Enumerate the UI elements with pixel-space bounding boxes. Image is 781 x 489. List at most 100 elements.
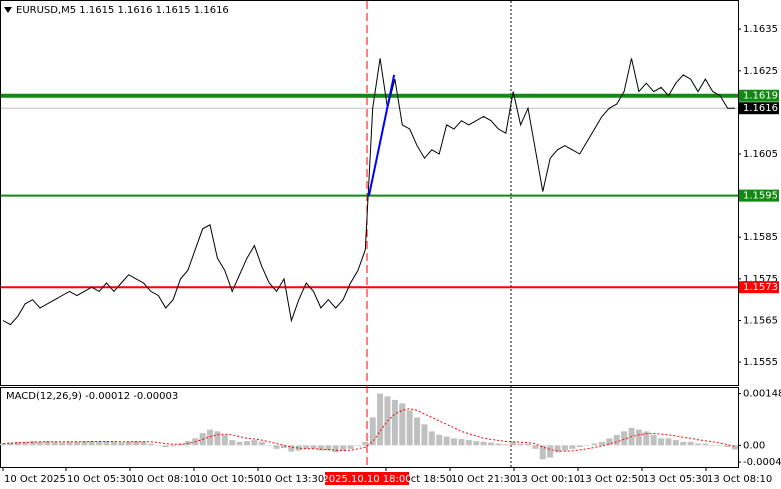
histogram-bar [561, 445, 568, 451]
histogram-bar [621, 431, 628, 446]
histogram-bar [399, 403, 406, 446]
x-tick-label: 13 Oct 02:50 [579, 474, 644, 485]
histogram-bar [428, 431, 435, 446]
histogram-bar [96, 441, 103, 446]
histogram-bar [236, 441, 243, 446]
y-tick-label: 1.1605 [743, 149, 778, 160]
histogram-bar [51, 441, 58, 446]
histogram-bar [369, 417, 376, 446]
histogram-bar [7, 442, 14, 446]
last-price-label: 1.1616 [743, 103, 778, 114]
histogram-bar [717, 445, 724, 446]
histogram-bar [162, 445, 169, 448]
histogram-bar [0, 443, 6, 446]
y-tick-label: 1.1555 [743, 357, 778, 368]
level-label: 1.1595 [743, 191, 778, 202]
histogram-bar [170, 445, 177, 447]
x-tick-label: 13 Oct 05:30 [643, 474, 708, 485]
histogram-bar [732, 445, 738, 450]
histogram-bar [451, 438, 458, 446]
histogram-bar [258, 441, 265, 446]
histogram-bar [295, 445, 302, 451]
histogram-bar [273, 445, 280, 449]
last-price-box [739, 102, 779, 115]
histogram-bar [103, 441, 110, 446]
histogram-bar [665, 438, 672, 446]
histogram-bar [598, 441, 605, 446]
histogram-bar [488, 442, 494, 446]
histogram-bar [554, 445, 561, 453]
menu-arrow [4, 7, 12, 13]
histogram-bar [687, 441, 694, 446]
histogram-bar [414, 417, 421, 446]
x-tick-label: 10 Oct 13:30 [259, 474, 324, 485]
histogram-bar [680, 441, 687, 446]
histogram-bar [362, 441, 369, 446]
histogram-bar [125, 441, 132, 446]
histogram-bar [406, 410, 413, 446]
histogram-bar [377, 393, 384, 446]
histogram-bar [59, 442, 66, 446]
histogram-bar [436, 434, 443, 446]
macd-pane [0, 387, 739, 468]
histogram-bar [695, 443, 702, 446]
histogram-bar [702, 443, 709, 446]
histogram-bar [473, 441, 480, 446]
x-tick-label: 10 Oct 05:30 [67, 474, 132, 485]
histogram-bar [421, 424, 428, 446]
histogram-bar [81, 441, 88, 446]
histogram-bar [591, 443, 598, 446]
histogram-bar [133, 441, 140, 446]
histogram-bar [465, 440, 472, 446]
x-tick-label: 10 Oct 21:30 [451, 474, 516, 485]
histogram-bar [288, 445, 295, 452]
y-tick-label: 0.00 [743, 440, 765, 451]
histogram-bar [317, 445, 324, 451]
histogram-bar [244, 441, 250, 446]
x-tick-label: 10 Oct 2025 [4, 474, 66, 485]
histogram-bar [672, 440, 679, 446]
time-label: 2025.10.10 18:00 [322, 474, 411, 485]
histogram-bar [480, 441, 487, 446]
level-label: 1.1619 [743, 91, 778, 102]
indicator-title: MACD(12,26,9) -0.00012 -0.00003 [6, 391, 178, 402]
histogram-bar [658, 438, 665, 446]
trend-line [368, 74, 396, 196]
histogram-bar [643, 431, 650, 446]
histogram-bar [635, 429, 642, 446]
histogram-bar [547, 445, 554, 458]
y-tick-label: 1.1575 [743, 274, 778, 285]
histogram-bar [29, 441, 36, 446]
histogram-bar [310, 445, 317, 449]
histogram-bar [214, 431, 221, 446]
histogram-bar [569, 445, 576, 449]
histogram-bar [44, 441, 51, 446]
level-label: 1.1573 [743, 282, 778, 293]
histogram-bar [584, 445, 591, 446]
histogram-bar [147, 443, 154, 446]
y-tick-label: 0.00148 [743, 389, 781, 400]
histogram-bar [606, 438, 613, 446]
chart-title: EURUSD,M5 1.1615 1.1616 1.1615 1.1616 [16, 5, 229, 16]
histogram-bar [22, 441, 29, 446]
x-tick-label: 10 Oct 10:50 [195, 474, 260, 485]
histogram-bar [458, 439, 465, 446]
level-label-box [739, 189, 779, 202]
histogram-bar [280, 445, 287, 449]
histogram-bar [88, 441, 95, 446]
histogram-bar [613, 434, 620, 446]
histogram-bar [140, 441, 147, 446]
y-tick-label: -0.00048 [743, 457, 781, 468]
histogram-bar [524, 443, 531, 446]
y-tick-label: 1.1625 [743, 66, 778, 77]
histogram-bar [495, 443, 502, 446]
histogram-bar [510, 441, 517, 446]
y-tick-label: 1.1585 [743, 232, 778, 243]
price-line [2, 58, 735, 326]
histogram-bar [155, 445, 162, 446]
histogram-bar [266, 445, 273, 446]
time-label-box [325, 472, 410, 485]
histogram-bar [650, 434, 657, 446]
histogram-bar [110, 441, 117, 446]
